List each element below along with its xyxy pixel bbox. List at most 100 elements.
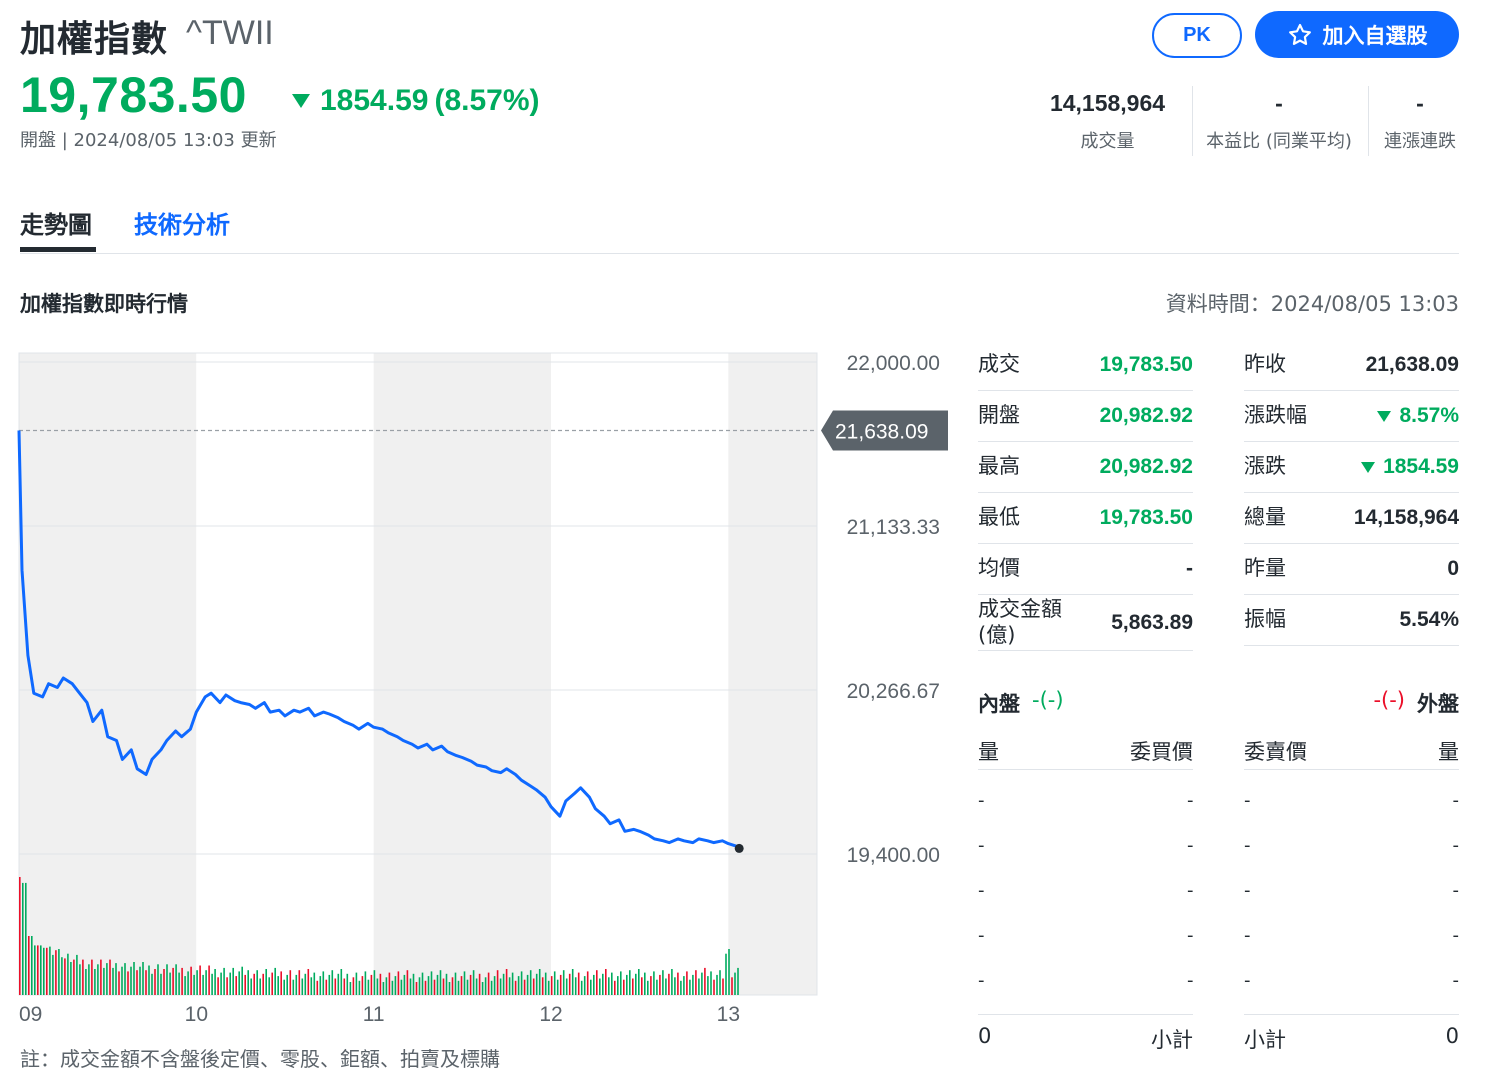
volume-bar	[265, 969, 267, 995]
orderbook-cell: -	[978, 790, 985, 811]
volume-bar	[433, 979, 436, 995]
quote-row: 總量 14,158,964	[1244, 493, 1459, 544]
quote-label: 成交	[978, 352, 1020, 377]
volume-bar	[139, 966, 141, 995]
volume-bar	[535, 973, 538, 995]
volume-bar	[463, 971, 466, 995]
volume-bar	[313, 972, 316, 995]
volume-bar	[121, 966, 123, 995]
volume-bar	[626, 974, 628, 995]
volume-bar	[283, 979, 285, 995]
quote-label: 開盤	[978, 403, 1020, 428]
volume-bar	[692, 974, 694, 995]
volume-bar	[493, 976, 496, 995]
orderbook-cell: -	[1244, 925, 1251, 946]
bid-qty-header: 量	[978, 740, 999, 764]
quote-label: 昨收	[1244, 352, 1286, 377]
volume-bar	[61, 957, 63, 995]
quote-row: 最高 20,982.92	[978, 442, 1193, 493]
quote-row: 昨收 21,638.09	[1244, 340, 1459, 391]
volume-bar	[674, 977, 676, 995]
pe-stat-label: 本益比 (同業平均)	[1206, 131, 1352, 152]
down-arrow-icon	[1377, 410, 1392, 422]
orderbook-row: ----	[978, 790, 1459, 835]
pk-button[interactable]: PK	[1152, 13, 1242, 58]
volume-bar	[556, 979, 559, 995]
subtotal-divider	[1244, 1014, 1459, 1015]
intraday-chart[interactable]: 21,638.09 22,000.00 21,133.33 20,266.67 19,…	[0, 340, 960, 1040]
tab-technical-analysis[interactable]: 技術分析	[134, 211, 230, 239]
volume-bar	[280, 971, 282, 995]
volume-bar	[388, 972, 391, 995]
add-to-watchlist-button[interactable]: 加入自選股	[1255, 11, 1459, 58]
ask-subtotal-value: 0	[1445, 1024, 1459, 1048]
volume-bar	[277, 976, 279, 995]
quote-value: -	[1186, 557, 1193, 580]
volume-bar	[145, 970, 147, 995]
orderbook-cell: -	[1452, 835, 1460, 856]
pe-stat-value: -	[1275, 90, 1283, 116]
volume-bar	[421, 972, 424, 995]
volume-bar	[43, 947, 45, 995]
volume-bar	[641, 977, 643, 995]
volume-bar	[31, 936, 33, 995]
volume-bar	[88, 964, 90, 995]
stat-divider	[1368, 86, 1369, 156]
volume-bar	[382, 982, 385, 995]
volume-bar	[707, 976, 709, 995]
down-arrow-icon	[292, 94, 310, 108]
volume-bar	[223, 967, 225, 995]
volume-bar	[614, 980, 616, 995]
watchlist-label: 加入自選股	[1322, 23, 1428, 48]
tab-trend-chart[interactable]: 走勢圖	[20, 211, 92, 239]
quote-label: 最低	[978, 505, 1020, 530]
volume-bar	[331, 970, 334, 995]
orderbook-summary: 內盤 -(-) -(-) 外盤	[978, 688, 1459, 718]
volume-bar	[577, 972, 580, 995]
orderbook-cell: -	[1452, 880, 1460, 901]
volume-bar	[289, 970, 292, 995]
orderbook-cell: -	[1244, 835, 1251, 856]
orderbook-cell: -	[1244, 880, 1251, 901]
volume-bar	[295, 974, 298, 995]
quote-label: 昨量	[1244, 556, 1286, 581]
orderbook-row: ----	[978, 880, 1459, 925]
volume-bar	[157, 964, 159, 995]
volume-bar	[391, 980, 394, 995]
volume-bar	[67, 953, 69, 995]
volume-bar	[496, 970, 499, 995]
volume-bar	[22, 882, 24, 995]
volume-bar	[677, 972, 679, 995]
quote-row: 均價 -	[978, 544, 1193, 595]
volume-bar	[28, 936, 30, 995]
quote-value: 5,863.89	[1111, 610, 1193, 634]
chart-band	[196, 353, 374, 995]
volume-bar	[397, 971, 400, 995]
quote-row: 成交金額 (億) 5,863.89	[978, 595, 1193, 651]
volume-bar	[367, 979, 370, 995]
volume-bar	[301, 978, 304, 995]
volume-bar	[647, 980, 649, 995]
volume-bar	[418, 977, 421, 995]
volume-bar	[683, 976, 685, 995]
volume-bar	[725, 953, 727, 995]
quote-value-wrap: 20,982.92	[1100, 455, 1193, 479]
volume-bar	[608, 977, 610, 995]
volume-bar	[49, 946, 51, 995]
quote-value-wrap: 1854.59	[1361, 455, 1459, 479]
volume-bar	[409, 978, 412, 995]
volume-stat-value: 14,158,964	[1049, 90, 1166, 116]
volume-bar	[352, 977, 355, 995]
volume-bar	[520, 971, 523, 995]
volume-bar	[217, 977, 219, 995]
volume-bar	[451, 977, 454, 995]
volume-bar	[355, 972, 358, 995]
volume-bar	[199, 965, 201, 995]
ask-qty-header: 量	[1438, 740, 1459, 764]
volume-bar	[481, 982, 484, 995]
streak-stat-label: 連漲連跌	[1384, 131, 1456, 152]
volume-bar	[394, 976, 397, 995]
volume-bar	[574, 977, 577, 995]
chart-band	[551, 353, 729, 995]
volume-bar	[304, 973, 307, 995]
